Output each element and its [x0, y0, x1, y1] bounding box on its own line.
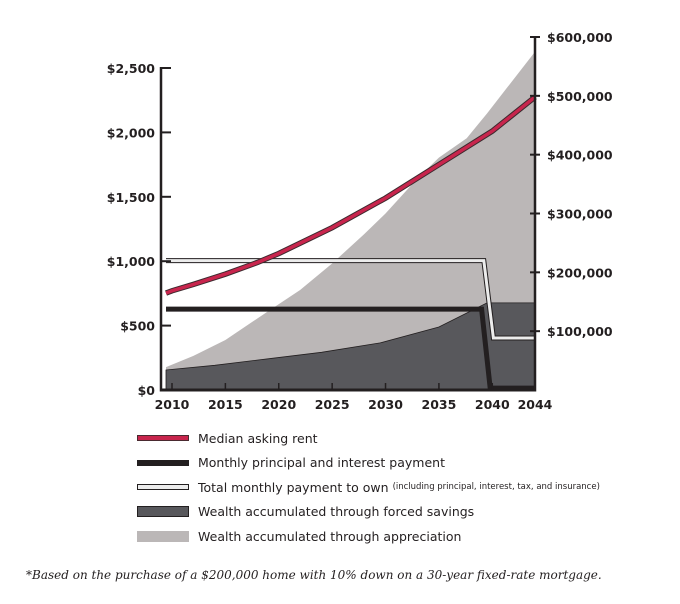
legend-item-total-payment: Total monthly payment to own (including …: [137, 475, 677, 500]
legend-note: (including principal, interest, tax, and…: [392, 482, 600, 493]
line-layer: [165, 94, 537, 391]
right-axis-tick-label: $200,000: [547, 265, 613, 280]
line-total-payment: [166, 259, 535, 340]
right-axis-tick-label: $400,000: [547, 148, 613, 163]
legend-swatch-forced-savings: [137, 506, 189, 518]
legend-swatch-appreciation: [137, 530, 189, 542]
chart: $0 $500 $1,000 $1,500 $2,000 $2,500 $100,000 $2…: [107, 30, 613, 412]
right-axis-tick-label: $500,000: [547, 89, 613, 104]
line-median-rent: [165, 95, 537, 295]
legend-label: Median asking rent: [198, 430, 318, 446]
right-axis-tick-label: $100,000: [547, 324, 613, 339]
legend: Median asking rent Monthly principal and…: [137, 426, 677, 549]
x-axis-tick-label: 2040: [475, 397, 510, 412]
legend-item-forced-savings: Wealth accumulated through forced saving…: [137, 500, 677, 525]
right-axis-tick-label: $600,000: [547, 30, 613, 45]
footnote: *Based on the purchase of a $200,000 hom…: [26, 568, 602, 582]
left-axis-tick-label: $500: [120, 319, 155, 334]
legend-swatch-total-payment: [137, 484, 189, 491]
legend-label: Wealth accumulated through forced saving…: [198, 504, 475, 520]
legend-item-median-rent: Median asking rent: [137, 426, 677, 451]
left-axis-tick-label: $1,000: [107, 254, 156, 269]
left-axis-tick-label: $2,000: [107, 125, 156, 140]
legend-item-principal-interest: Monthly principal and interest payment: [137, 451, 677, 476]
area-layer: [165, 51, 536, 391]
x-axis-tick-label: 2010: [155, 397, 190, 412]
area-appreciation: [166, 51, 535, 390]
right-axis-tick-label: $300,000: [547, 207, 613, 222]
legend-item-appreciation: Wealth accumulated through appreciation: [137, 524, 677, 549]
x-axis-tick-label: 2025: [315, 397, 350, 412]
legend-label: Total monthly payment to own: [198, 479, 389, 495]
x-axis-tick-label: 2035: [422, 397, 457, 412]
axes-layer: $0 $500 $1,000 $1,500 $2,000 $2,500 $100,000 $2…: [107, 30, 613, 412]
left-axis-tick-label: $0: [138, 383, 156, 398]
x-axis-tick-label: 2044: [518, 397, 553, 412]
line-principal-interest: [166, 306, 535, 391]
legend-swatch-rent: [137, 435, 189, 442]
left-axis-tick-label: $2,500: [107, 61, 156, 76]
x-axis-tick-label: 2020: [261, 397, 296, 412]
legend-swatch-principal-interest: [137, 459, 189, 466]
legend-label: Wealth accumulated through appreciation: [198, 528, 462, 544]
x-axis-tick-label: 2030: [368, 397, 403, 412]
left-axis-tick-label: $1,500: [107, 190, 156, 205]
x-axis-tick-label: 2015: [208, 397, 243, 412]
legend-label: Monthly principal and interest payment: [198, 455, 445, 471]
